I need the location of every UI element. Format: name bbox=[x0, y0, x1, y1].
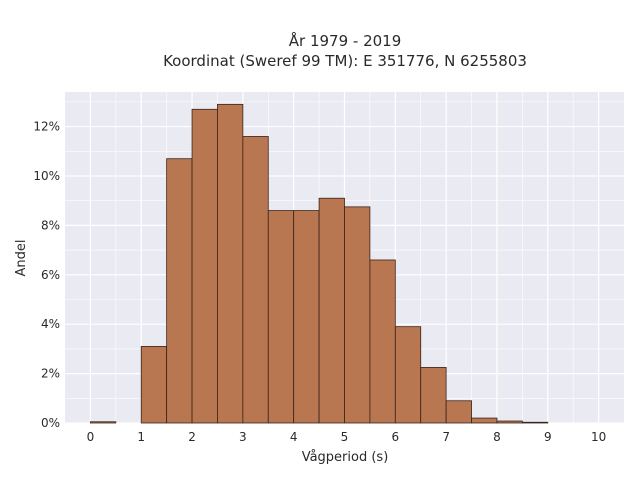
x-tick-label: 0 bbox=[87, 430, 95, 444]
histogram-bar bbox=[471, 417, 498, 424]
histogram-bar bbox=[318, 197, 345, 424]
histogram-bar bbox=[242, 136, 269, 424]
x-tick-label: 2 bbox=[188, 430, 196, 444]
y-tick-label: 0% bbox=[41, 416, 60, 430]
x-tick-label: 9 bbox=[544, 430, 552, 444]
histogram-bar bbox=[217, 103, 244, 424]
histogram-bar bbox=[369, 259, 396, 424]
histogram-bar bbox=[496, 420, 523, 424]
y-tick-label: 12% bbox=[33, 120, 60, 134]
x-tick-label: 8 bbox=[493, 430, 501, 444]
y-tick-label: 4% bbox=[41, 317, 60, 331]
y-axis-ticks: 0% 2% 4% 6% 8% 10% 12% bbox=[33, 120, 60, 430]
x-tick-label: 6 bbox=[391, 430, 399, 444]
y-tick-label: 10% bbox=[33, 169, 60, 183]
histogram-bar bbox=[267, 210, 295, 424]
histogram-bar bbox=[521, 421, 549, 424]
x-tick-label: 3 bbox=[239, 430, 247, 444]
x-tick-label: 4 bbox=[290, 430, 298, 444]
histogram-bar bbox=[166, 158, 193, 424]
x-tick-label: 1 bbox=[137, 430, 145, 444]
histogram-bar bbox=[293, 210, 320, 424]
chart-title-line-2: Koordinat (Sweref 99 TM): E 351776, N 62… bbox=[163, 52, 527, 70]
histogram-bar bbox=[191, 108, 218, 424]
x-tick-label: 10 bbox=[591, 430, 606, 444]
x-axis-label: Vågperiod (s) bbox=[302, 450, 389, 465]
histogram-bar bbox=[140, 346, 168, 424]
y-axis-label: Andel bbox=[14, 240, 29, 277]
histogram-bar bbox=[90, 421, 117, 424]
x-tick-label: 7 bbox=[442, 430, 450, 444]
histogram-bar bbox=[394, 326, 422, 424]
chart-title-line-1: År 1979 - 2019 bbox=[289, 31, 402, 50]
bars bbox=[90, 103, 549, 424]
x-axis-ticks: 0 1 2 3 4 5 6 7 8 9 10 bbox=[87, 430, 607, 444]
y-tick-label: 6% bbox=[41, 268, 60, 282]
x-tick-label: 5 bbox=[341, 430, 349, 444]
y-tick-label: 8% bbox=[41, 218, 60, 232]
histogram-bar bbox=[420, 367, 447, 424]
histogram-bar bbox=[445, 400, 472, 424]
histogram-bar bbox=[344, 206, 371, 424]
y-tick-label: 2% bbox=[41, 367, 60, 381]
